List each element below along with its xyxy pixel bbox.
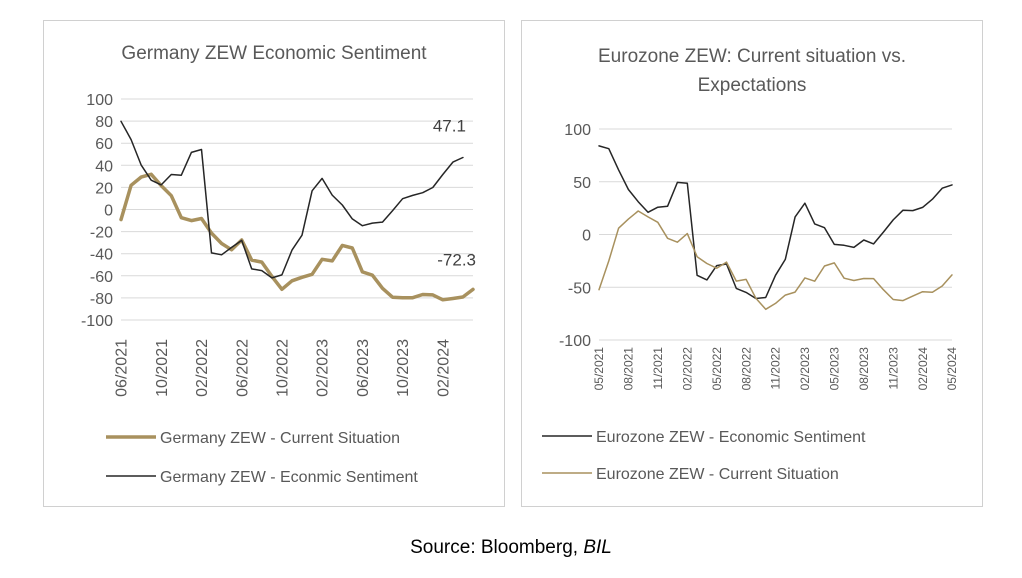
y-tick-label: -80 bbox=[90, 291, 113, 308]
legend-label: Eurozone ZEW - Current Situation bbox=[596, 466, 839, 483]
series-line-1 bbox=[598, 210, 953, 311]
x-tick-label: 08/2021 bbox=[622, 347, 636, 391]
y-tick-label: 0 bbox=[582, 228, 591, 245]
series-line-1 bbox=[120, 120, 464, 279]
x-tick-label: 10/2023 bbox=[395, 339, 412, 397]
x-tick-label: 06/2022 bbox=[234, 339, 251, 397]
x-tick-label: 10/2022 bbox=[275, 339, 292, 397]
y-tick-label: 0 bbox=[104, 203, 113, 220]
y-tick-label: 80 bbox=[95, 114, 113, 131]
x-tick-label: 08/2022 bbox=[739, 347, 753, 391]
x-tick-label: 02/2023 bbox=[798, 347, 812, 391]
y-tick-label: 100 bbox=[564, 122, 591, 139]
legend-label: Germany ZEW - Current Situation bbox=[160, 430, 400, 447]
chart-title: Germany ZEW Economic Sentiment bbox=[121, 43, 427, 64]
germany-zew-chart-panel: Germany ZEW Economic Sentiment 100 80 60 40… bbox=[43, 20, 505, 507]
chart-title: Eurozone ZEW: Current situation vs. Expe… bbox=[598, 46, 906, 96]
x-tick-label: 10/2021 bbox=[154, 339, 171, 397]
end-value-label: 47.1 bbox=[433, 116, 466, 135]
eurozone-zew-chart-panel: Eurozone ZEW: Current situation vs. Expe… bbox=[521, 20, 983, 507]
y-tick-label: 50 bbox=[573, 175, 591, 192]
x-tick-label: 06/2023 bbox=[355, 339, 372, 397]
x-tick-label: 02/2022 bbox=[680, 347, 694, 391]
y-tick-label: 60 bbox=[95, 136, 113, 153]
x-tick-label: 02/2023 bbox=[315, 339, 332, 397]
legend-label: Germany ZEW - Econmic Sentiment bbox=[160, 469, 418, 486]
x-tick-label: 05/2021 bbox=[592, 347, 606, 391]
y-tick-label: -40 bbox=[90, 247, 113, 264]
source-text: Source: Bloomberg, bbox=[410, 537, 584, 558]
x-tick-label: 05/2024 bbox=[945, 347, 959, 391]
x-tick-label: 05/2022 bbox=[710, 347, 724, 391]
source-italic: BIL bbox=[583, 537, 612, 558]
y-tick-label: -100 bbox=[559, 333, 591, 350]
y-tick-label: 40 bbox=[95, 158, 113, 175]
y-tick-label: -20 bbox=[90, 225, 113, 242]
x-tick-label: 05/2023 bbox=[828, 347, 842, 391]
x-tick-label: 11/2022 bbox=[769, 347, 783, 390]
y-tick-label: -60 bbox=[90, 269, 113, 286]
y-tick-label: 20 bbox=[95, 180, 113, 197]
end-value-label: -72.3 bbox=[437, 250, 476, 269]
x-tick-label: 11/2021 bbox=[651, 347, 665, 390]
x-tick-label: 11/2023 bbox=[886, 347, 900, 390]
x-tick-label: 08/2023 bbox=[857, 347, 871, 391]
y-tick-label: -50 bbox=[568, 280, 591, 297]
y-tick-label: 100 bbox=[86, 92, 113, 109]
x-tick-label: 02/2022 bbox=[194, 339, 211, 397]
x-tick-label: 06/2021 bbox=[114, 339, 131, 397]
x-tick-label: 02/2024 bbox=[916, 347, 930, 391]
legend-label: Eurozone ZEW - Economic Sentiment bbox=[596, 429, 866, 446]
series-line-0 bbox=[598, 145, 953, 300]
source-note: Source: Bloomberg, BIL bbox=[0, 537, 1022, 559]
series-line-0 bbox=[119, 172, 475, 302]
x-tick-label: 02/2024 bbox=[435, 339, 452, 397]
y-tick-label: -100 bbox=[81, 313, 113, 330]
